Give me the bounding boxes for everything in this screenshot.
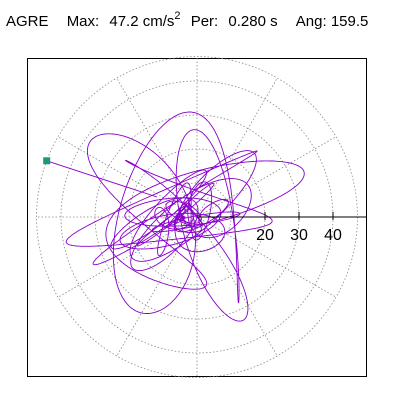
station-code: AGRE bbox=[6, 13, 49, 30]
grid-spoke-210 bbox=[57, 216, 198, 298]
per-label: Per: bbox=[190, 13, 219, 30]
grid-spoke-60 bbox=[196, 77, 278, 218]
tick-label-30: 30 bbox=[290, 227, 308, 244]
ang-value: 159.5 bbox=[330, 13, 369, 30]
radial-ticks: 20 30 40 bbox=[256, 212, 342, 244]
tick-label-20: 20 bbox=[256, 227, 274, 244]
grid-spoke-120 bbox=[116, 77, 198, 218]
plot-header: AGRE Max: 47.2 cm/s2 Per: 0.280 s Ang: 1… bbox=[6, 10, 369, 35]
max-label: Max: bbox=[66, 13, 100, 30]
grid-spoke-300 bbox=[196, 216, 278, 357]
grid-spoke-30 bbox=[196, 136, 337, 218]
peak-marker bbox=[43, 157, 51, 165]
max-exponent: 2 bbox=[174, 10, 181, 22]
ang-label: Ang: bbox=[295, 13, 327, 30]
max-value: 47.2 cm/s bbox=[109, 13, 175, 30]
grid-spoke-150 bbox=[57, 136, 198, 218]
grid-spoke-330 bbox=[196, 216, 337, 298]
tick-label-40: 40 bbox=[324, 227, 342, 244]
peak-ray bbox=[46, 160, 158, 198]
per-value: 0.280 s bbox=[228, 13, 278, 30]
grid-spoke-240 bbox=[116, 216, 198, 357]
